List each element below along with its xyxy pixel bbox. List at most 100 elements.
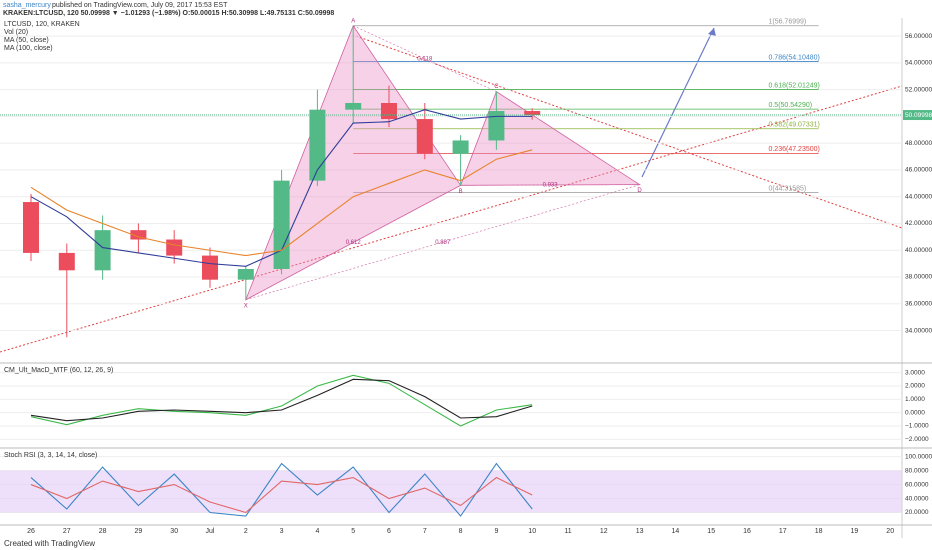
pattern-point: D — [637, 188, 642, 194]
pattern-leg — [460, 184, 640, 186]
leg-label: 0.933 — [543, 183, 559, 189]
y-tick-label: 38.00000 — [905, 274, 932, 281]
published: published on TradingView.com, July 09, 2… — [52, 2, 228, 9]
candle-body — [202, 255, 218, 280]
x-tick-label: 2 — [244, 528, 248, 535]
candle-body — [309, 109, 326, 181]
x-tick-label: 5 — [351, 528, 355, 535]
leg-label: 0.887 — [435, 240, 451, 246]
y-tick-label: 1.0000 — [905, 396, 925, 403]
series-line — [30, 149, 533, 257]
pattern-leg — [245, 185, 461, 301]
fib-label: 0.786(54.10480) — [768, 54, 819, 61]
candle-body — [381, 102, 397, 120]
x-tick-label: Jul — [206, 528, 215, 535]
projection-arrow — [641, 27, 715, 178]
quote: KRAKEN:LTCUSD, 120 50.09998 ▼ −1.01293 (… — [3, 10, 334, 17]
candle-body — [524, 111, 541, 116]
fib-label: 0(44.31585) — [768, 185, 806, 192]
x-tick-label: 17 — [779, 528, 787, 535]
y-tick-label: 54.00000 — [905, 60, 932, 67]
candle-body — [94, 230, 111, 271]
y-tick-label: 46.00000 — [905, 167, 932, 174]
publisher: sasha_mercury — [3, 2, 51, 9]
candle-body — [416, 119, 433, 154]
x-tick-label: 9 — [494, 528, 498, 535]
x-tick-label: 19 — [851, 528, 859, 535]
arrow-head — [708, 28, 716, 36]
x-tick-label: 3 — [280, 528, 284, 535]
x-tick-label: 30 — [170, 528, 178, 535]
panel-title: Stoch RSI (3, 3, 14, 14, close) — [4, 452, 97, 459]
fib-label: 0.5(50.54290) — [768, 102, 812, 109]
x-tick-label: 14 — [672, 528, 680, 535]
candle-body — [273, 180, 290, 269]
series-line — [30, 462, 533, 517]
pattern-point: B — [459, 189, 463, 195]
x-tick-label: 28 — [99, 528, 107, 535]
x-tick-label: 29 — [135, 528, 143, 535]
y-tick-label: 3.0000 — [905, 369, 925, 376]
pattern-leg — [245, 184, 640, 301]
y-tick-label: 42.00000 — [905, 220, 932, 227]
y-tick-label: 44.00000 — [905, 193, 932, 200]
y-tick-label: 52.00000 — [905, 86, 932, 93]
y-tick-label: 48.00000 — [905, 140, 932, 147]
legend-entry: Vol (20) — [4, 29, 28, 36]
y-tick-label: 2.0000 — [905, 383, 925, 390]
last-price-label: 50.09998 — [905, 112, 932, 119]
pattern-point: X — [244, 303, 248, 309]
candle-body — [345, 102, 362, 110]
y-tick-label: −2.0000 — [905, 436, 929, 443]
fib-label: 0.236(47.23500) — [768, 146, 819, 153]
y-tick-label: 56.00000 — [905, 33, 932, 40]
candle-body — [452, 140, 469, 154]
y-tick-label: 40.0000 — [905, 495, 929, 502]
x-tick-label: 15 — [707, 528, 715, 535]
y-tick-label: 20.0000 — [905, 509, 929, 516]
leg-label: 0.618 — [417, 56, 433, 62]
candle-body — [58, 252, 75, 271]
x-tick-label: 16 — [743, 528, 751, 535]
series-line — [30, 476, 533, 514]
pattern-point: C — [494, 84, 499, 90]
series-line — [30, 374, 533, 427]
x-tick-label: 4 — [315, 528, 319, 535]
series-line — [30, 378, 533, 422]
fib-label: 0.382(49.07331) — [768, 122, 819, 129]
legend-entry: MA (50, close) — [4, 37, 49, 44]
x-tick-label: 13 — [636, 528, 644, 535]
panel-title: CM_Ult_MacD_MTF (60, 12, 26, 9) — [4, 367, 113, 374]
y-tick-label: 40.00000 — [905, 247, 932, 254]
y-tick-label: −1.0000 — [905, 423, 929, 430]
fib-label: 1(56.76999) — [768, 19, 806, 26]
y-tick-label: 80.0000 — [905, 467, 929, 474]
fib-label: 0.618(52.01249) — [768, 82, 819, 89]
x-tick-label: 7 — [423, 528, 427, 535]
candle-body — [23, 202, 39, 253]
x-tick-label: 8 — [459, 528, 463, 535]
trend-line — [355, 35, 903, 229]
band — [0, 470, 902, 513]
x-tick-label: 18 — [815, 528, 823, 535]
y-tick-label: 60.0000 — [905, 481, 929, 488]
candle-body — [237, 268, 254, 280]
y-tick-label: 34.00000 — [905, 327, 932, 334]
last-price-tag — [903, 110, 932, 121]
x-tick-label: 27 — [63, 528, 71, 535]
candle-body — [166, 239, 183, 256]
x-tick-label: 12 — [600, 528, 608, 535]
legend-title: LTCUSD, 120, KRAKEN — [4, 21, 80, 28]
x-tick-label: 11 — [564, 528, 571, 535]
candle-body — [488, 111, 505, 141]
footer: Created with TradingView — [4, 539, 95, 548]
y-tick-label: 0.0000 — [905, 409, 925, 416]
x-tick-label: 10 — [528, 528, 536, 535]
y-tick-label: 100.0000 — [905, 453, 932, 460]
leg-label: 0.612 — [346, 240, 362, 246]
x-tick-label: 20 — [886, 528, 894, 535]
x-tick-label: 26 — [27, 528, 35, 535]
